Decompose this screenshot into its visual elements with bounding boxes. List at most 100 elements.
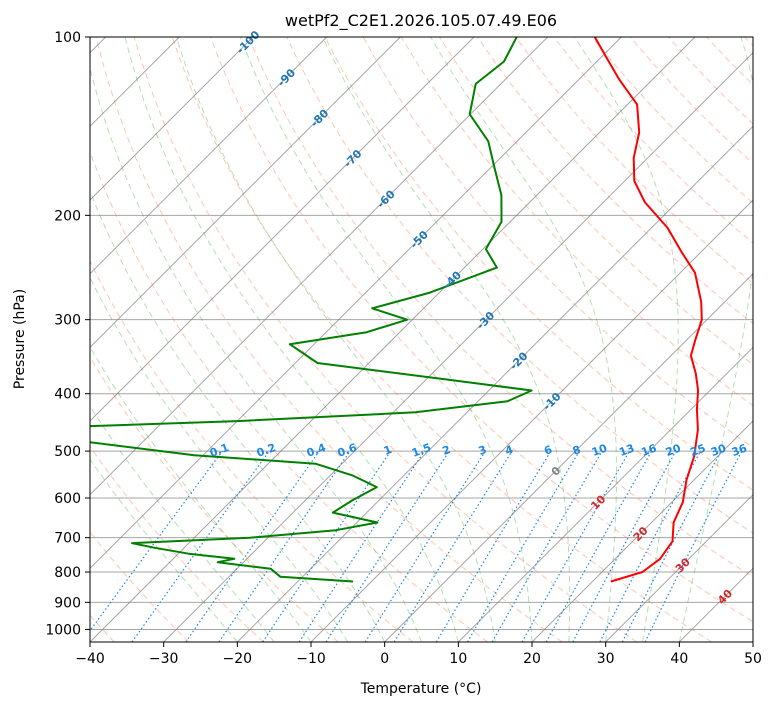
moist-adiabat (90, 65, 422, 642)
x-tick-label: −10 (296, 651, 326, 667)
x-axis-label: Temperature (°C) (360, 681, 482, 697)
dry-adiabat (95, 37, 563, 642)
x-tick-label: 30 (597, 651, 615, 667)
isotherm-line (90, 37, 549, 496)
mixing-ratio-label: 25 (689, 442, 708, 459)
y-tick-label: 500 (54, 444, 81, 460)
chart-title: wetPf2_C2E1.2026.105.07.49.E06 (285, 11, 557, 31)
isotherm-line (236, 125, 753, 642)
y-tick-label: 300 (54, 313, 81, 329)
mixing-ratio-line (572, 450, 677, 642)
plot-frame (89, 36, 754, 643)
mixing-ratio-label: 0.2 (255, 441, 278, 460)
moist-adiabat (322, 37, 571, 642)
y-tick-label: 1000 (45, 622, 81, 638)
mixing-ratio-label: 3 (477, 443, 489, 458)
temperature-line (593, 37, 703, 583)
mixing-ratio-label: 13 (617, 442, 636, 459)
y-tick-label: 800 (54, 565, 81, 581)
dewpoint-line (90, 37, 533, 583)
mixing-ratio-line (393, 450, 513, 642)
isotherm-grid (90, 37, 753, 642)
mixing-ratio-label: 10 (590, 442, 609, 460)
y-tick-label: 600 (54, 491, 81, 507)
dry-adiabat (133, 37, 638, 642)
dry-adiabat (90, 259, 414, 642)
moist-adiabat (175, 37, 496, 642)
moist-adiabat (574, 37, 679, 642)
mixing-ratio-line (521, 450, 631, 642)
moist-adiabat (430, 37, 617, 642)
mixing-ratio-label: 16 (640, 442, 659, 460)
mixing-ratio-label: 2 (441, 443, 453, 458)
mixing-ratio-labels: 0.1 0.2 0.4 0.6 1 1.5 2 3 4 6 8 10 13 16 20 25 30 36 (208, 441, 749, 460)
y-tick-label: 100 (54, 30, 81, 46)
isotherm-line (310, 199, 753, 642)
x-tick-label: 20 (523, 651, 541, 667)
y-tick-label: 400 (54, 387, 81, 403)
moist-adiabat (678, 37, 753, 642)
sounding-series (90, 37, 703, 583)
moist-adiabat (239, 37, 533, 642)
dry-adiabat (90, 445, 264, 642)
y-tick-label: 900 (54, 595, 81, 611)
isobar-grid (90, 37, 753, 630)
isotherm-line (90, 37, 254, 201)
isotherm-line (163, 51, 753, 642)
isotherm-line (90, 37, 328, 275)
dry-adiabat (324, 37, 753, 491)
dry-adiabat (90, 356, 339, 642)
y-axis: 100 200 300 400 500 600 700 800 900 1000 (45, 30, 90, 638)
mixing-ratio-line (90, 450, 223, 632)
y-tick-label: 200 (54, 208, 81, 224)
moist-adiabat (90, 189, 386, 642)
mixing-ratio-label: 1.5 (410, 441, 433, 460)
isotherm-line (90, 37, 401, 349)
x-tick-label: 10 (449, 651, 467, 667)
mixing-ratio-label: 1 (382, 443, 394, 458)
mixing-ratio-label: 0.1 (208, 441, 231, 460)
x-tick-label: −20 (223, 651, 253, 667)
isotherm-line (90, 37, 475, 422)
plot-area (90, 37, 753, 642)
y-axis-label: Pressure (hPa) (12, 289, 28, 389)
mixing-ratio-label: 8 (571, 443, 583, 458)
mixing-ratio-line (644, 450, 743, 642)
x-tick-label: 40 (670, 651, 688, 667)
dry-adiabat (248, 37, 753, 578)
mixing-ratio-line (325, 450, 450, 642)
mixing-ratio-line (131, 450, 270, 642)
mixing-ratio-label: 30 (709, 442, 728, 460)
moist-adiabats (90, 37, 753, 642)
moist-adiabat (124, 37, 459, 642)
isotherm-line (605, 493, 753, 642)
isotherm-line (384, 272, 753, 642)
x-tick-label: 0 (380, 651, 389, 667)
mixing-ratio-label: 0.6 (336, 441, 359, 460)
mixing-ratio-label: 36 (730, 442, 749, 460)
moist-adiabat (90, 405, 275, 642)
dry-adiabat (515, 37, 753, 284)
x-tick-label: −40 (75, 651, 105, 667)
mixing-ratio-lines (90, 450, 743, 642)
mixing-ratio-line (545, 450, 653, 642)
mixing-ratio-label: 0.4 (305, 441, 328, 460)
y-tick-label: 700 (54, 531, 81, 547)
isotherm-line (531, 420, 753, 642)
x-tick-label: −30 (149, 651, 179, 667)
mixing-ratio-label: 20 (664, 442, 683, 460)
x-tick-label: 50 (744, 651, 762, 667)
mixing-ratio-label: 6 (542, 443, 554, 458)
mixing-ratio-label: 4 (503, 443, 515, 458)
isotherm-line (457, 346, 753, 642)
mixing-ratio-line (298, 450, 425, 642)
mixing-ratio-line (185, 450, 320, 642)
dry-adiabat (171, 37, 712, 642)
moist-adiabat (90, 458, 238, 642)
x-axis: −40 −30 −20 −10 0 10 20 30 40 50 (75, 642, 762, 667)
moist-adiabat (90, 276, 349, 642)
mixing-ratio-line (218, 450, 351, 642)
dry-adiabat (210, 37, 753, 623)
